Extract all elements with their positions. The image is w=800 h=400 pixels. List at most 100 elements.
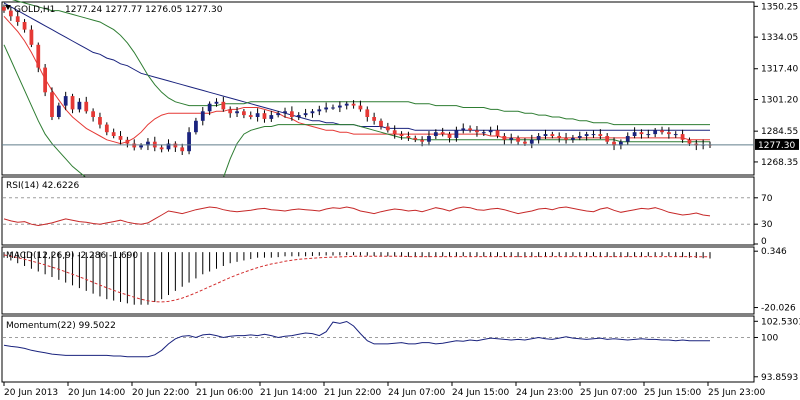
panel-collapse-triangle-icon[interactable] [5,5,11,10]
rsi-line [3,206,711,227]
candle-bear [173,143,178,148]
candle-bear [392,130,397,135]
candle-bull [481,132,486,134]
candle-bear [104,124,109,133]
candle-bull [543,134,548,136]
rsi-tick-label: 70 [761,194,773,204]
candle-bear [8,10,13,17]
time-tick-label: 21 Jun 22:00 [324,388,381,398]
symbol-title: GOLD,H1 [14,5,55,15]
candle-bull [77,101,82,110]
price-tick-label: 1284.55 [761,127,798,137]
macd-histogram [3,252,711,305]
price-tick-label: 1317.40 [761,65,798,75]
candle-bear [598,134,603,136]
momentum-line [3,320,710,358]
last-price-label: 1277.30 [758,141,795,151]
candle-bull [139,145,143,148]
rsi-title: RSI(14) 42.6226 [6,181,79,191]
candle-bull [187,132,191,152]
macd-tick-label: 0.346 [761,247,787,257]
rsi-tick-label: 30 [761,220,773,230]
candle-bull [509,137,514,140]
candle-bear [98,117,102,125]
rsi-pane-frame [1,176,755,246]
momentum-tick-label: 102.5301 [761,317,800,327]
candle-bear [358,105,363,110]
candle-bear [43,67,48,93]
candle-bull [577,136,582,138]
last-price-tag [755,138,799,150]
momentum-axis: 102.5301 100 93.8593 [754,317,800,383]
candle-bear [159,147,164,150]
candle-bull [269,115,274,119]
candle-bear [22,22,27,30]
candle-bull [296,115,301,117]
candle-bull [56,105,61,117]
candle-bull [673,134,678,136]
candle-bear [118,136,123,140]
candle-bear [228,109,233,114]
rsi-axis: 70 30 0 [754,194,773,247]
candle-bear [605,136,610,142]
candle-bear [475,130,479,133]
candle-bear [365,109,370,117]
candle-bull [584,134,589,136]
candle-bull [461,128,466,131]
price-tick-label: 1301.20 [761,96,798,106]
time-tick-label: 24 Jun 23:00 [516,388,573,398]
macd-pane: 0.346 -20.026 MACD(12,26,9) -2.286 -1.690 [1,246,796,315]
candle-bear [125,139,130,144]
price-pane-frame [1,1,755,176]
candle-bear [242,111,246,116]
candle-bull [454,130,459,138]
candle-bear [15,16,20,22]
candle-bear [660,130,664,133]
candle-bear [468,128,472,131]
candle-bear [289,111,294,117]
candle-bull [235,111,239,114]
candle-bear [502,136,507,140]
candle-bull [488,130,493,133]
rsi-levels [3,197,753,225]
candle-bull [214,101,219,104]
rsi-pane: 70 30 0 RSI(14) 42.6226 [1,176,773,247]
candle-bull [529,139,534,144]
candle-bear [420,139,425,142]
candle-bull [166,143,171,150]
candle-bear [70,96,75,110]
ohlc-values: 1277.24 1277.77 1276.05 1277.30 [65,5,223,15]
candle-bull [303,113,308,116]
candle-bull [200,111,205,121]
candle-bull [536,136,541,140]
candle-bull [317,109,322,112]
time-tick-label: 20 Jun 14:00 [68,388,125,398]
candle-bear [372,117,377,121]
candle-bear [523,141,527,144]
candle-bear [406,136,411,138]
candle-bear [262,113,267,119]
price-axis: 1350.25 1334.05 1317.40 1301.20 1284.55 1268.… [754,2,798,168]
time-tick-label: 25 Jun 23:00 [708,388,765,398]
candle-bull [146,141,150,146]
candle-bear [413,137,418,140]
candle-bear [221,101,226,110]
indicator-bb-upper [11,0,710,126]
time-tick-label: 24 Jun 07:00 [388,388,445,398]
macd-signal-series [3,254,710,303]
candle-bear [666,132,671,135]
indicator-ma-fast [3,15,710,145]
candle-bear [2,6,6,11]
candle-bear [385,126,390,131]
candle-bear [557,136,562,138]
candle-bear [91,111,95,117]
candle-bear [687,139,692,144]
candle-bear [248,115,253,117]
time-tick-label: 21 Jun 06:00 [196,388,253,398]
macd-axis: 0.346 -20.026 [754,247,796,314]
candle-bull [255,113,260,117]
candle-bull [646,134,651,136]
price-candles [2,4,712,155]
price-pane: 1350.25 1334.05 1317.40 1301.20 1284.55 1268.… [1,0,799,194]
